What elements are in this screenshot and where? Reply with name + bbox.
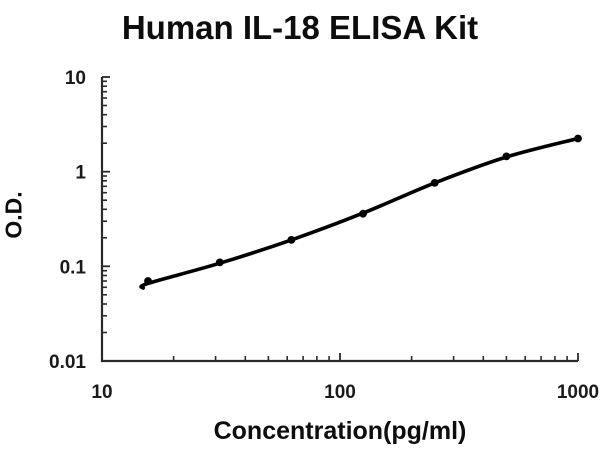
chart-title: Human IL-18 ELISA Kit bbox=[121, 9, 479, 46]
fitted-curve bbox=[139, 136, 580, 290]
y-tick-label: 0.1 bbox=[60, 257, 87, 278]
x-tick-label: 10 bbox=[91, 382, 112, 403]
data-point-marker bbox=[502, 152, 511, 161]
y-tick-label: 10 bbox=[65, 68, 86, 89]
x-axis-title: Concentration(pg/ml) bbox=[213, 417, 467, 445]
y-tick-label: 1 bbox=[75, 163, 86, 184]
data-point-marker bbox=[144, 277, 152, 285]
data-point-marker bbox=[359, 209, 367, 218]
data-point-marker bbox=[215, 258, 224, 267]
x-tick-label: 100 bbox=[324, 382, 356, 403]
y-tick-label: 0.01 bbox=[49, 352, 86, 373]
data-point-marker bbox=[287, 236, 296, 244]
data-point-marker bbox=[430, 179, 439, 187]
axis-spines bbox=[100, 77, 578, 363]
x-tick-label: 1000 bbox=[557, 382, 599, 403]
data-point-marker bbox=[574, 134, 582, 143]
